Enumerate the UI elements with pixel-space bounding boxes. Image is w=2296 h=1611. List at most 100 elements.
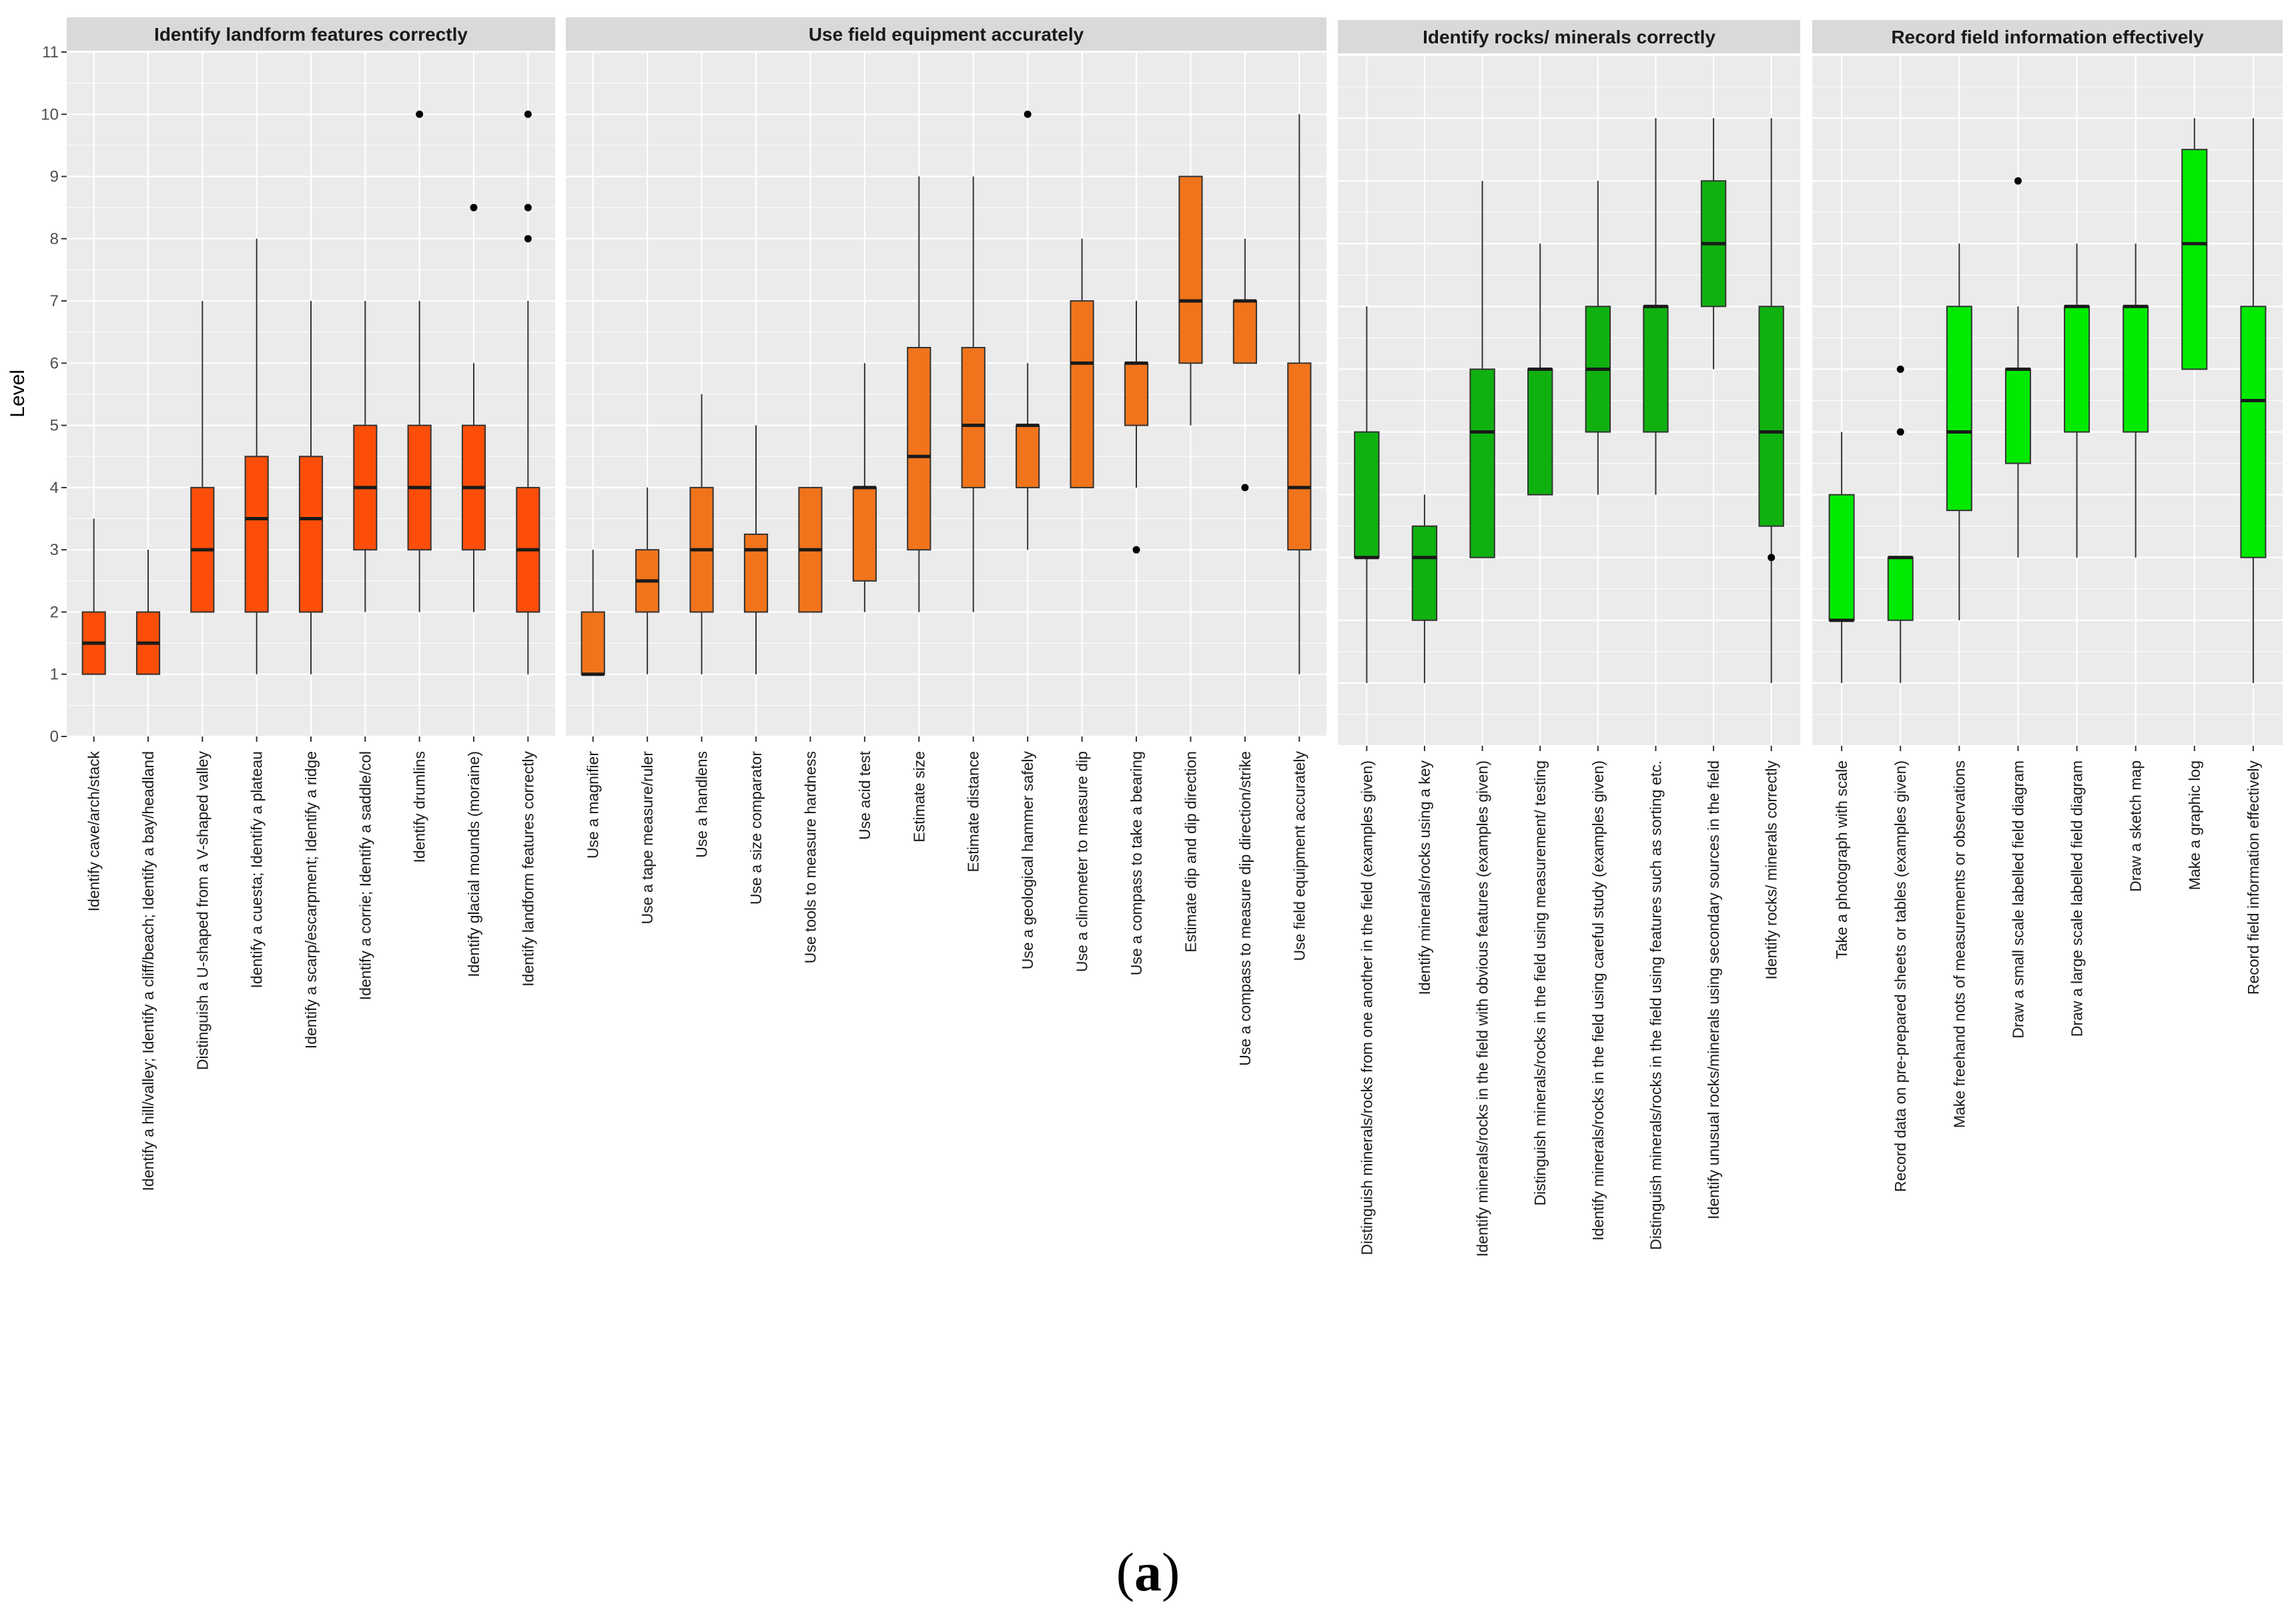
- box-6: Identify a corrie; Identify a saddle/col: [353, 301, 378, 1000]
- x-tick-label: Use a compass to take a bearing: [1128, 751, 1145, 975]
- box-12: Estimate dip and dip direction: [1178, 175, 1203, 953]
- panel-4: Record field information effectively Take…: [1812, 20, 2283, 1192]
- x-tick-label: Estimate distance: [965, 751, 982, 873]
- outlier-point: [1132, 546, 1140, 554]
- outlier-point: [524, 110, 532, 118]
- x-tick-label: Draw a sketch map: [2127, 760, 2145, 892]
- box-iqr: [961, 347, 986, 488]
- box-iqr: [2064, 306, 2090, 433]
- box-iqr: [1070, 300, 1094, 488]
- x-tick-label: Use a size comparator: [747, 751, 765, 905]
- box-iqr: [1469, 368, 1495, 558]
- box-iqr: [1946, 306, 1972, 512]
- y-tick-label: 4: [50, 479, 59, 497]
- box-iqr: [1758, 306, 1784, 527]
- panel-strip: [566, 17, 1326, 51]
- caption-close: ): [1162, 1542, 1180, 1602]
- x-tick-label: Estimate dip and dip direction: [1182, 751, 1199, 953]
- box-7: Estimate size: [907, 176, 931, 843]
- x-tick-label: Distinguish a U-shaped from a V-shaped v…: [194, 751, 211, 1071]
- box-4: Draw a small scale labelled field diagra…: [2004, 177, 2031, 1039]
- outlier-point: [1896, 428, 1904, 436]
- panel-2: Use field equipment accurately Use a magn…: [566, 17, 1326, 1066]
- box-iqr: [2181, 149, 2208, 370]
- x-tick-label: Distinguish minerals/rocks from one anot…: [1358, 760, 1375, 1255]
- box-8: Record field information effectively: [2240, 118, 2267, 995]
- box-iqr: [1643, 306, 1669, 433]
- box-iqr: [2123, 306, 2149, 433]
- caption-letter: a: [1134, 1542, 1162, 1602]
- box-iqr: [1178, 175, 1203, 364]
- outlier-point: [524, 203, 532, 211]
- box-3: Identify minerals/rocks in the field wit…: [1469, 181, 1495, 1257]
- y-tick-label: 2: [50, 603, 59, 621]
- y-tick-label: 11: [42, 43, 59, 61]
- outlier-point: [524, 235, 532, 243]
- box-5: Use tools to measure hardness: [798, 486, 823, 963]
- box-7: Identify drumlins: [407, 110, 432, 863]
- box-iqr: [907, 347, 931, 551]
- box-5: Identify minerals/rocks in the field usi…: [1585, 181, 1611, 1241]
- box-7: Make a graphic log: [2181, 118, 2208, 890]
- x-tick-label: Make freehand nots of measurements or ob…: [1950, 760, 1968, 1128]
- box-iqr: [1232, 300, 1257, 364]
- x-tick-label: Identify unusual rocks/minerals using se…: [1705, 760, 1722, 1219]
- x-tick-label: Identify glacial mounds (moraine): [465, 751, 482, 977]
- x-tick-label: Draw a small scale labelled field diagra…: [2009, 760, 2026, 1039]
- box-3: Use a handlens: [689, 394, 714, 858]
- box-1: Take a photograph with scale: [1828, 432, 1855, 959]
- x-tick-label: Draw a large scale labelled field diagra…: [2068, 760, 2086, 1037]
- box-7: Identify unusual rocks/minerals using se…: [1700, 118, 1727, 1219]
- outlier-point: [470, 203, 478, 211]
- outlier-point: [1241, 484, 1249, 492]
- panel-title: Identify rocks/ minerals correctly: [1423, 27, 1715, 47]
- box-1: Identify cave/arch/stack: [81, 518, 106, 911]
- x-tick-label: Use a geological hammer safely: [1019, 751, 1036, 970]
- box-iqr: [2004, 368, 2031, 464]
- box-4: Identify a cuesta; Identify a plateau: [244, 238, 269, 988]
- box-10: Use a clinometer to measure dip: [1070, 238, 1094, 972]
- y-tick-label: 7: [50, 292, 59, 310]
- box-iqr: [743, 533, 769, 613]
- box-iqr: [298, 456, 324, 613]
- box-5: Identify a scarp/escarpment; Identify a …: [298, 301, 324, 1049]
- y-tick-label: 6: [50, 354, 59, 372]
- x-tick-label: Use tools to measure hardness: [801, 751, 819, 963]
- y-tick-label: 9: [50, 168, 59, 186]
- panel-title: Identify landform features correctly: [154, 24, 468, 45]
- box-iqr: [1411, 525, 1438, 621]
- x-tick-label: Use a compass to measure dip direction/s…: [1236, 751, 1254, 1066]
- figure-caption: (a): [0, 1541, 2296, 1604]
- box-iqr: [581, 611, 605, 675]
- box-6: Use acid test: [852, 363, 877, 840]
- panel-strip: [1338, 20, 1800, 53]
- x-tick-label: Identify drumlins: [411, 751, 428, 863]
- box-iqr: [1016, 424, 1040, 488]
- x-tick-label: Use a handlens: [693, 751, 711, 858]
- box-iqr: [1287, 362, 1312, 551]
- panel-strip: [1812, 20, 2283, 53]
- x-tick-label: Identify minerals/rocks in the field usi…: [1589, 760, 1607, 1241]
- box-3: Distinguish a U-shaped from a V-shaped v…: [190, 301, 215, 1071]
- box-9: Use a geological hammer safely: [1016, 110, 1040, 970]
- y-tick-label: 0: [50, 728, 59, 746]
- x-tick-label: Record field information effectively: [2245, 760, 2262, 995]
- box-9: Identify landform features correctly: [516, 110, 540, 987]
- box-iqr: [2240, 306, 2267, 558]
- y-axis-label: Level: [7, 370, 29, 418]
- y-tick-label: 10: [41, 105, 59, 123]
- box-iqr: [1527, 368, 1553, 496]
- box-iqr: [1124, 362, 1149, 426]
- box-2: Identify a hill/valley; Identify a cliff…: [135, 550, 161, 1191]
- x-tick-label: Use a magnifier: [585, 751, 602, 859]
- box-2: Identify minerals/rocks using a key: [1411, 494, 1438, 995]
- outlier-point: [416, 110, 424, 118]
- box-iqr: [244, 456, 269, 613]
- x-tick-label: Identify minerals/rocks using a key: [1416, 760, 1433, 995]
- box-2: Use a tape measure/ruler: [635, 487, 660, 925]
- box-4: Distinguish minerals/rocks in the field …: [1527, 243, 1553, 1205]
- box-iqr: [1828, 494, 1855, 621]
- panel-title: Use field equipment accurately: [809, 24, 1084, 45]
- box-5: Draw a large scale labelled field diagra…: [2064, 243, 2090, 1037]
